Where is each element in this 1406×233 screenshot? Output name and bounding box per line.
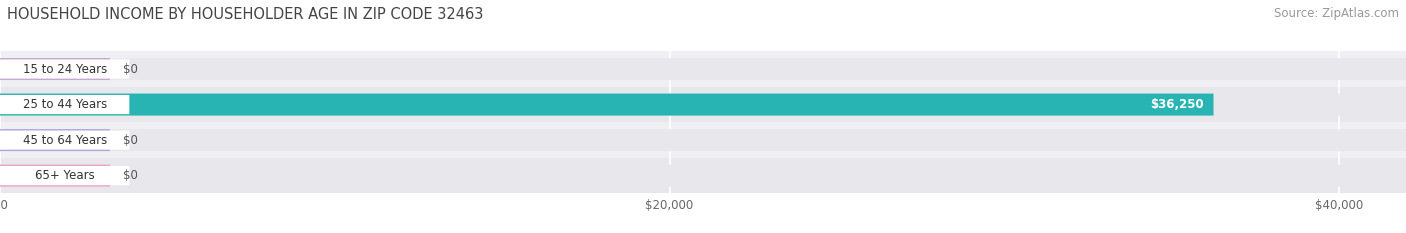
FancyBboxPatch shape [0,93,1213,116]
Bar [0,158,1406,193]
Text: HOUSEHOLD INCOME BY HOUSEHOLDER AGE IN ZIP CODE 32463: HOUSEHOLD INCOME BY HOUSEHOLDER AGE IN Z… [7,7,484,22]
FancyBboxPatch shape [0,58,1406,80]
Text: 45 to 64 Years: 45 to 64 Years [22,134,107,147]
Text: $0: $0 [124,62,138,75]
Text: $36,250: $36,250 [1150,98,1204,111]
Text: $0: $0 [124,169,138,182]
FancyBboxPatch shape [0,130,129,150]
Bar [0,51,1406,87]
FancyBboxPatch shape [0,129,1406,151]
FancyBboxPatch shape [0,164,110,187]
Bar [0,87,1406,122]
FancyBboxPatch shape [0,93,1406,116]
FancyBboxPatch shape [0,95,129,114]
FancyBboxPatch shape [0,164,1406,187]
Bar [0,122,1406,158]
Text: 65+ Years: 65+ Years [35,169,94,182]
FancyBboxPatch shape [0,166,129,185]
FancyBboxPatch shape [0,129,110,151]
Text: $0: $0 [124,134,138,147]
FancyBboxPatch shape [0,59,129,79]
FancyBboxPatch shape [0,58,110,80]
Text: 15 to 24 Years: 15 to 24 Years [22,62,107,75]
Text: 25 to 44 Years: 25 to 44 Years [22,98,107,111]
Text: Source: ZipAtlas.com: Source: ZipAtlas.com [1274,7,1399,20]
